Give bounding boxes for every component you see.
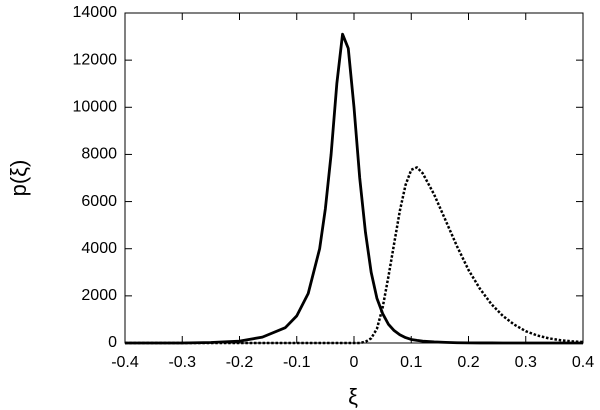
x-tick-label: -0.4 — [111, 354, 139, 371]
series-line — [125, 166, 584, 345]
x-tick-label: 0.3 — [515, 354, 537, 371]
y-tick-label: 12000 — [73, 51, 118, 68]
y-tick-label: 4000 — [81, 240, 117, 257]
y-tick-label: 6000 — [81, 193, 117, 210]
y-tick-label: 14000 — [73, 4, 118, 21]
y-tick-label: 2000 — [81, 287, 117, 304]
x-tick-label: -0.1 — [283, 354, 311, 371]
plot-frame — [124, 12, 584, 344]
x-tick-label: 0.4 — [572, 354, 594, 371]
x-axis-label: ξ — [348, 384, 358, 409]
y-tick-label: 10000 — [73, 99, 118, 116]
x-tick-label: -0.3 — [168, 354, 196, 371]
y-tick-label: 8000 — [81, 146, 117, 163]
x-tick-label: -0.2 — [226, 354, 254, 371]
y-axis-label: p(ξ) — [6, 160, 31, 197]
x-tick-label: 0 — [350, 354, 359, 371]
y-tick-label: 0 — [108, 334, 117, 351]
x-tick-label: 0.1 — [400, 354, 422, 371]
x-tick-label: 0.2 — [457, 354, 479, 371]
series-line — [125, 32, 583, 345]
